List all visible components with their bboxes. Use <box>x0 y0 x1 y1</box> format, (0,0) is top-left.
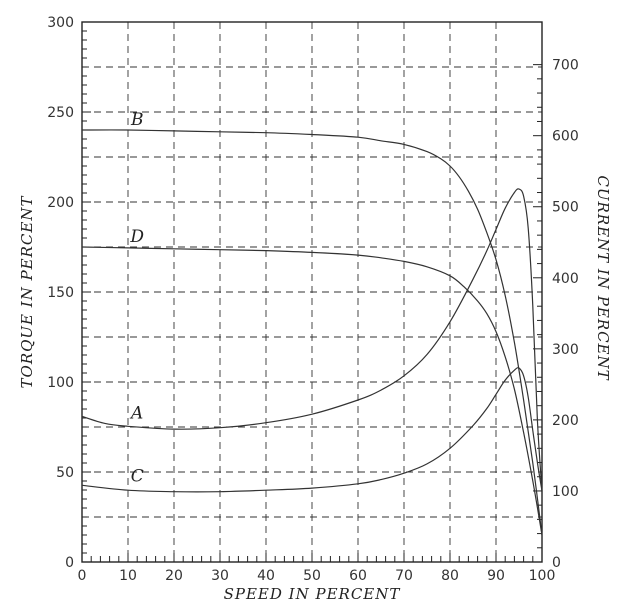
grid <box>82 22 542 562</box>
series-line-a <box>81 188 543 491</box>
x-tick-label: 90 <box>487 568 505 584</box>
curve-labels: B D A C <box>129 110 144 486</box>
y-tick-label: 100 <box>47 375 74 391</box>
y-tick-label: 300 <box>47 15 74 31</box>
x-axis-title: SPEED IN PERCENT <box>224 585 401 603</box>
x-tick-label: 60 <box>349 568 367 584</box>
curve-label-b: B <box>130 110 144 130</box>
curve-label-c: C <box>131 466 144 486</box>
curve-label-a: A <box>129 403 143 423</box>
y-tick-label: 200 <box>47 195 74 211</box>
y2-tick-label: 600 <box>552 129 579 145</box>
y-tick-label: 250 <box>47 105 74 121</box>
y2-tick-label: 200 <box>552 413 579 429</box>
y-tick-labels: 0 50 100 150 200 250 300 <box>47 15 74 571</box>
y2-tick-labels: 0 100 200 300 400 500 600 700 <box>552 58 579 571</box>
x-tick-label: 20 <box>165 568 183 584</box>
x-tick-label: 50 <box>303 568 321 584</box>
y2-tick-label: 700 <box>552 58 579 74</box>
series-line-b <box>81 129 543 536</box>
x-tick-label: 40 <box>257 568 275 584</box>
x-tick-label: 80 <box>441 568 459 584</box>
curve-label-d: D <box>129 227 144 247</box>
series <box>81 129 543 536</box>
y2-tick-label: 100 <box>552 484 579 500</box>
y2-tick-label: 400 <box>552 271 579 287</box>
y-tick-label: 0 <box>65 555 74 571</box>
y2-axis-title: CURRENT IN PERCENT <box>594 175 612 380</box>
x-tick-label: 30 <box>211 568 229 584</box>
x-tick-label: 0 <box>78 568 87 584</box>
y-axis-title: TORQUE IN PERCENT <box>18 196 36 389</box>
minor-ticks <box>81 21 543 563</box>
y-tick-label: 150 <box>47 285 74 301</box>
y2-tick-label: 500 <box>552 200 579 216</box>
x-tick-label: 100 <box>529 568 556 584</box>
x-tick-label: 10 <box>119 568 137 584</box>
y2-tick-label: 0 <box>552 555 561 571</box>
y2-tick-label: 300 <box>552 342 579 358</box>
series-line-d <box>81 246 543 536</box>
plot-frame <box>81 21 543 563</box>
x-tick-labels: 0 10 20 30 40 50 60 70 80 90 100 <box>78 568 556 584</box>
x-tick-label: 70 <box>395 568 413 584</box>
y-tick-label: 50 <box>56 465 74 481</box>
series-line-c <box>81 367 543 493</box>
